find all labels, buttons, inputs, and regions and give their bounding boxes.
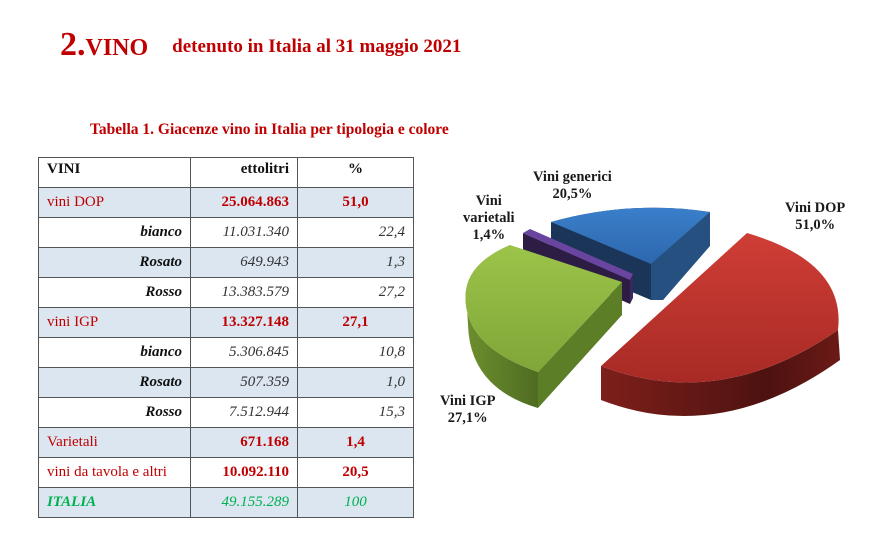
table-row: Rosso 7.512.944 15,3 [38, 397, 414, 428]
row-percent: 100 [297, 487, 414, 518]
label-dop: Vini DOP 51,0% [785, 200, 846, 233]
row-ettolitri: 11.031.340 [190, 217, 298, 248]
row-label: Varietali [38, 427, 191, 458]
row-percent: 51,0 [297, 187, 414, 218]
pie-chart-svg [465, 207, 840, 417]
row-percent: 1,4 [297, 427, 414, 458]
row-label: ITALIA [38, 487, 191, 518]
section-title: VINO [85, 35, 149, 61]
row-percent: 1,3 [297, 247, 414, 278]
table-row: vini da tavola e altri 10.092.110 20,5 [38, 457, 414, 488]
row-ettolitri: 5.306.845 [190, 337, 298, 368]
table-row: Rosato 649.943 1,3 [38, 247, 414, 278]
row-ettolitri: 10.092.110 [190, 457, 298, 488]
column-header-percent: % [297, 157, 414, 188]
column-header-ettolitri: ettolitri [190, 157, 298, 188]
table-row: bianco 5.306.845 10,8 [38, 337, 414, 368]
table-row: bianco 11.031.340 22,4 [38, 217, 414, 248]
row-ettolitri: 507.359 [190, 367, 298, 398]
row-label: Rosso [38, 397, 191, 428]
row-label: vini IGP [38, 307, 191, 338]
row-label: Rosso [38, 277, 191, 308]
row-percent: 10,8 [297, 337, 414, 368]
table-row: vini DOP 25.064.863 51,0 [38, 187, 414, 218]
row-percent: 1,0 [297, 367, 414, 398]
table-caption: Tabella 1. Giacenze vino in Italia per t… [90, 121, 449, 138]
table-header-row: VINI ettolitri % [38, 157, 414, 188]
row-label: vini DOP [38, 187, 191, 218]
label-igp: Vini IGP 27,1% [440, 393, 496, 426]
slice-dop [601, 233, 840, 417]
table-row: vini IGP 13.327.148 27,1 [38, 307, 414, 338]
row-percent: 27,1 [297, 307, 414, 338]
slice-igp [465, 245, 622, 408]
row-label: bianco [38, 337, 191, 368]
row-ettolitri: 13.383.579 [190, 277, 298, 308]
section-heading: 2.VINO detenuto in Italia al 31 maggio 20… [60, 26, 461, 64]
table-row: Rosso 13.383.579 27,2 [38, 277, 414, 308]
stock-table: VINI ettolitri % vini DOP 25.064.863 51,… [38, 157, 414, 518]
section-subtitle: detenuto in Italia al 31 maggio 2021 [172, 36, 462, 57]
row-label: Rosato [38, 367, 191, 398]
label-varietali: Vini varietali 1,4% [463, 193, 515, 243]
pie-chart: Vini generici 20,5% Vini varietali 1,4% … [430, 150, 883, 450]
row-ettolitri: 7.512.944 [190, 397, 298, 428]
label-generici: Vini generici 20,5% [533, 169, 612, 202]
row-label: vini da tavola e altri [38, 457, 191, 488]
row-label: Rosato [38, 247, 191, 278]
row-percent: 15,3 [297, 397, 414, 428]
column-header-vini: VINI [38, 157, 191, 188]
row-ettolitri: 13.327.148 [190, 307, 298, 338]
row-percent: 20,5 [297, 457, 414, 488]
table-row: Rosato 507.359 1,0 [38, 367, 414, 398]
row-percent: 22,4 [297, 217, 414, 248]
table-row: Varietali 671.168 1,4 [38, 427, 414, 458]
row-ettolitri: 671.168 [190, 427, 298, 458]
row-ettolitri: 49.155.289 [190, 487, 298, 518]
row-label: bianco [38, 217, 191, 248]
section-number: 2. [60, 26, 86, 63]
row-ettolitri: 649.943 [190, 247, 298, 278]
table-row-total: ITALIA 49.155.289 100 [38, 487, 414, 518]
row-percent: 27,2 [297, 277, 414, 308]
row-ettolitri: 25.064.863 [190, 187, 298, 218]
